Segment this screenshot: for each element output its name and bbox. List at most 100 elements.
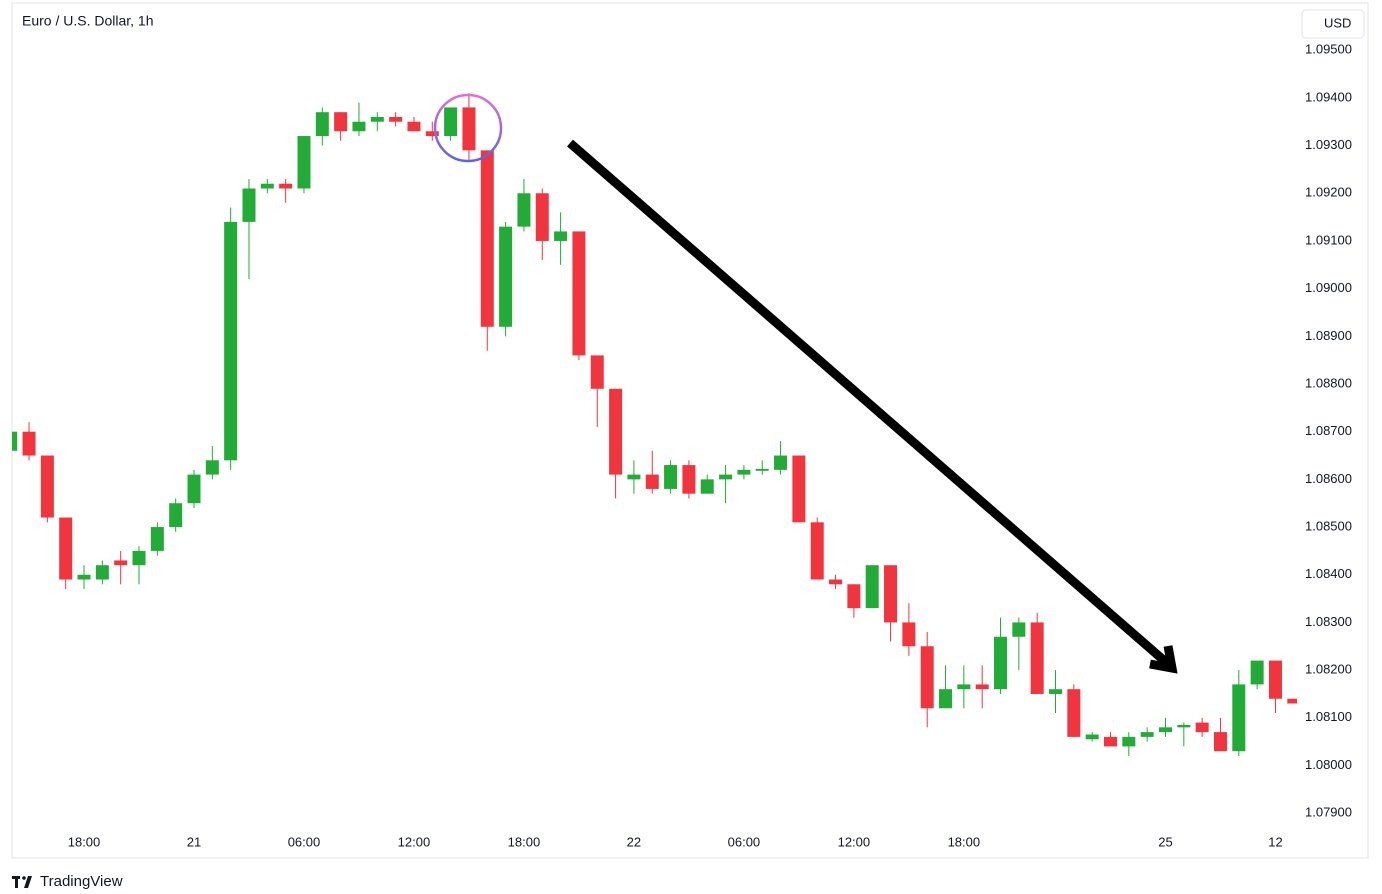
candle-body [59, 517, 73, 580]
candle-body [132, 550, 146, 566]
x-tick-label: 25 [1158, 834, 1172, 849]
candle-body [150, 527, 164, 551]
currency-button[interactable] [1301, 9, 1365, 39]
candle-body [205, 460, 219, 475]
candle-body [664, 465, 678, 489]
candle-body [260, 183, 274, 189]
candle-body [297, 136, 311, 189]
y-tick-label: 1.09300 [1305, 137, 1352, 152]
candle-body [1287, 698, 1297, 704]
x-tick-label: 12:00 [398, 834, 431, 849]
candle-body [224, 221, 238, 461]
y-tick-label: 1.09000 [1305, 280, 1352, 295]
candle-body [774, 455, 788, 470]
y-tick-label: 1.08500 [1305, 519, 1352, 534]
candle-body [95, 565, 109, 580]
candle-body [517, 193, 531, 227]
candle-body [810, 522, 824, 580]
candle-body [114, 560, 128, 566]
candle-body [352, 121, 366, 132]
y-tick-label: 1.08300 [1305, 614, 1352, 629]
candle-body [682, 465, 696, 494]
candle-body [884, 565, 898, 623]
candle-body [1085, 734, 1099, 740]
y-tick-label: 1.08100 [1305, 709, 1352, 724]
candle-body [902, 622, 916, 647]
y-tick-label: 1.09500 [1305, 42, 1352, 57]
candle-body [242, 188, 256, 222]
candle-body [865, 565, 879, 609]
plot-area [12, 93, 1297, 756]
candle-body [1104, 736, 1117, 747]
candle-body [994, 636, 1008, 690]
candle-body [975, 684, 989, 690]
candle-body [389, 116, 403, 122]
candle-body [1030, 622, 1044, 694]
x-tick-label: 06:00 [288, 834, 321, 849]
y-tick-label: 1.08800 [1305, 375, 1352, 390]
candle-body [370, 116, 384, 122]
x-tick-label: 18:00 [68, 834, 101, 849]
y-tick-label: 1.08000 [1305, 757, 1352, 772]
candle-body [462, 107, 476, 151]
y-tick-label: 1.09200 [1305, 185, 1352, 200]
y-tick-label: 1.08700 [1305, 423, 1352, 438]
candle-body [609, 388, 623, 475]
highlight-circle [433, 93, 503, 163]
chart-title: Euro / U.S. Dollar, 1h [22, 13, 154, 29]
brand-logo [12, 876, 32, 888]
candle-body [627, 474, 641, 480]
y-tick-label: 1.08200 [1305, 662, 1352, 677]
x-tick-label: 21 [187, 834, 201, 849]
x-tick-label: 18:00 [508, 834, 541, 849]
candle-body [535, 193, 549, 241]
x-tick-label: 18:00 [948, 834, 981, 849]
candle-body [1012, 622, 1026, 637]
candle-body [40, 455, 54, 518]
candle-body [1177, 724, 1191, 728]
candle-body [847, 584, 861, 609]
candle-body [554, 231, 568, 241]
candle-body [1213, 732, 1227, 752]
candle-body [444, 107, 458, 137]
y-tick-label: 1.09100 [1305, 232, 1352, 247]
candle-body [279, 183, 293, 189]
candle-body [1268, 660, 1282, 699]
y-tick-label: 1.08900 [1305, 328, 1352, 343]
candle-body [1195, 722, 1209, 733]
candle-body [77, 574, 91, 580]
candle-body [1158, 727, 1172, 733]
candle-body [1067, 689, 1081, 737]
candle-body [1049, 689, 1063, 694]
trend-arrow [567, 139, 1178, 674]
candle-body [719, 474, 733, 480]
candle-body [187, 474, 201, 504]
y-tick-label: 1.08600 [1305, 471, 1352, 486]
candle-body [169, 503, 183, 528]
candle-body [499, 226, 513, 327]
candle-body [737, 469, 751, 475]
currency-label[interactable]: USD [1324, 15, 1351, 30]
x-tick-label: 22 [627, 834, 641, 849]
candle-body [792, 455, 806, 523]
x-tick-label: 12:00 [838, 834, 871, 849]
candle-body [939, 689, 953, 709]
candle-body [480, 150, 494, 327]
brand-name: TradingView [40, 873, 123, 890]
x-tick-label: 12 [1268, 834, 1282, 849]
candle-body [755, 468, 769, 471]
y-tick-label: 1.08400 [1305, 566, 1352, 581]
candle-body [572, 231, 586, 356]
candle-body [315, 112, 329, 137]
candle-body [920, 646, 934, 709]
x-tick-label: 06:00 [728, 834, 761, 849]
candle-body [334, 112, 348, 132]
candle-body [1122, 736, 1136, 747]
y-tick-label: 1.09400 [1305, 89, 1352, 104]
candle-body [1140, 732, 1154, 737]
candle-body [407, 121, 421, 132]
y-tick-label: 1.07900 [1305, 805, 1352, 820]
candle-body [12, 431, 18, 451]
candle-body [1232, 684, 1246, 752]
